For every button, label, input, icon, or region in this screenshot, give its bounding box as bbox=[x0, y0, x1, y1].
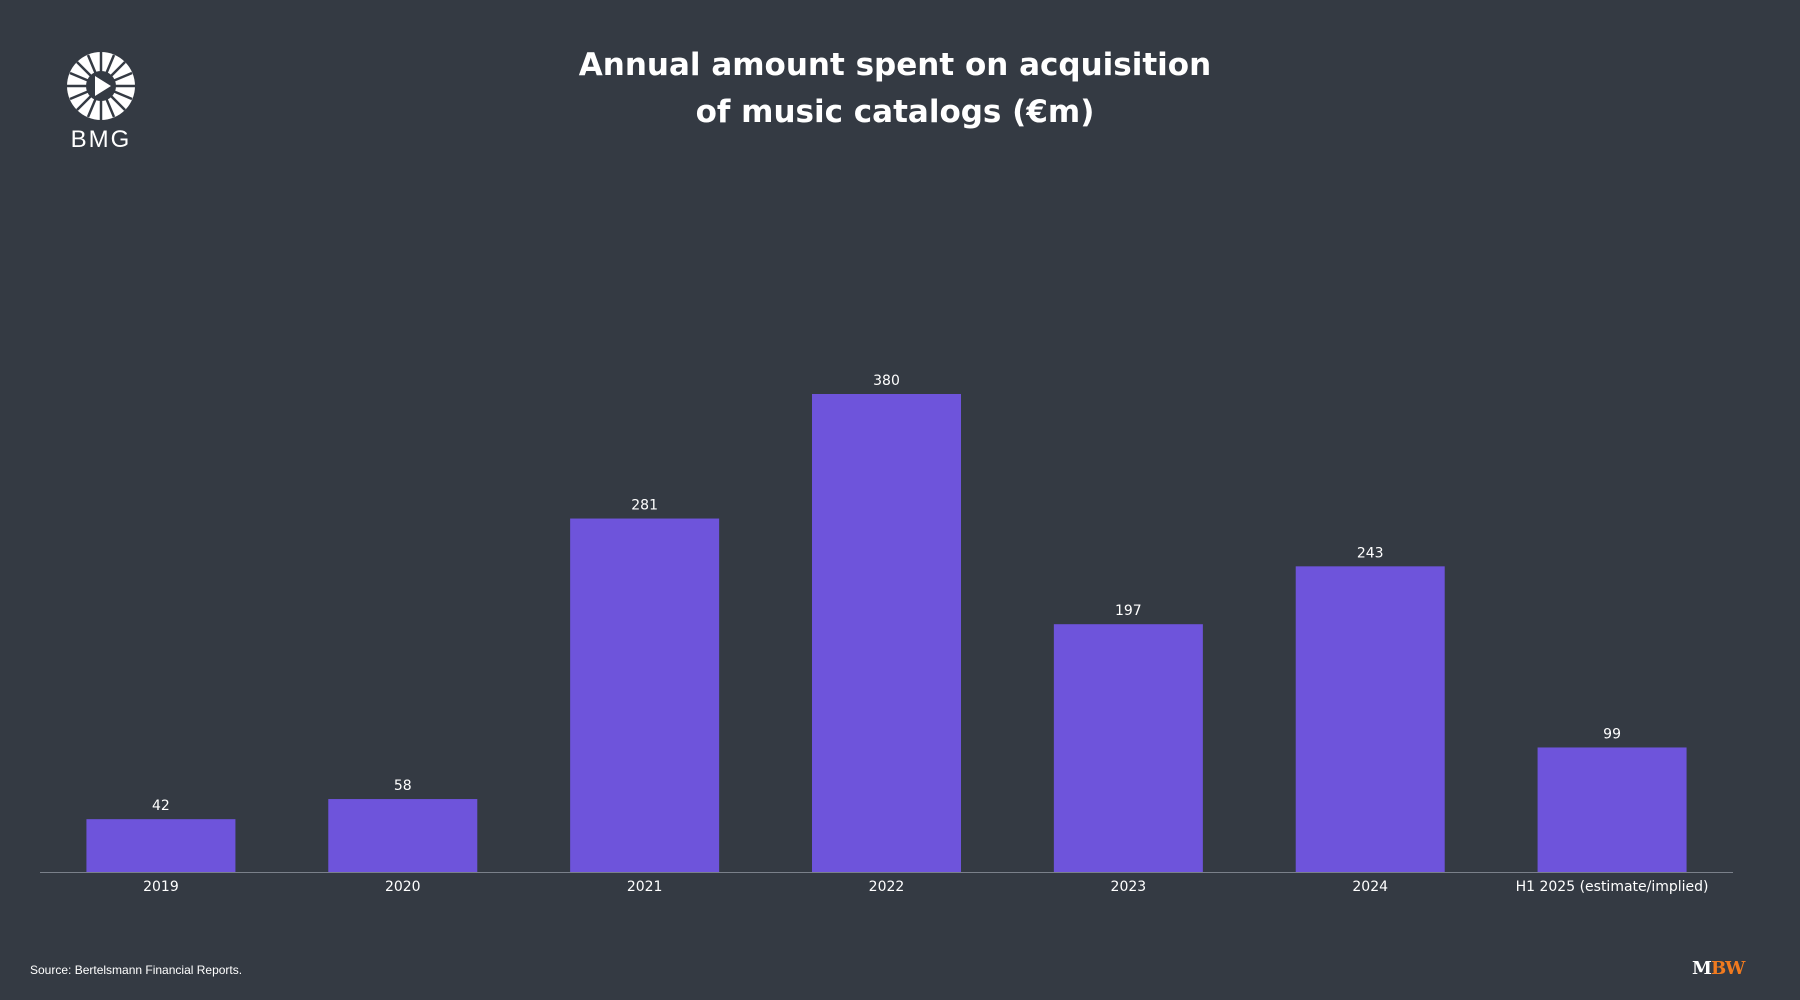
chart-title-line-1: Annual amount spent on acquisition bbox=[578, 47, 1212, 83]
chart-title: Annual amount spent on acquisition of mu… bbox=[450, 42, 1340, 136]
x-tick-label: 2024 bbox=[1352, 879, 1388, 895]
data-label: 99 bbox=[1603, 726, 1621, 742]
x-tick-label: H1 2025 (estimate/implied) bbox=[1516, 879, 1709, 895]
bar-2023 bbox=[1053, 624, 1203, 872]
bmg-logo-icon bbox=[67, 52, 135, 120]
brand-m: M bbox=[1692, 958, 1712, 979]
x-tick-label: 2022 bbox=[869, 879, 905, 895]
x-tick-label: 2023 bbox=[1111, 879, 1147, 895]
data-label: 380 bbox=[873, 373, 900, 389]
source-note: Source: Bertelsmann Financial Reports. bbox=[30, 963, 243, 977]
data-label: 243 bbox=[1357, 545, 1384, 561]
brand-bw: BW bbox=[1710, 958, 1745, 979]
bar-2024 bbox=[1295, 566, 1445, 872]
mbw-brand-logo: MBW bbox=[1692, 958, 1745, 979]
logo-wordmark: BMG bbox=[70, 126, 132, 153]
data-label: 58 bbox=[394, 778, 412, 794]
bar-2020 bbox=[328, 799, 478, 872]
data-label: 42 bbox=[152, 798, 170, 814]
chart-title-line-2: of music catalogs (€m) bbox=[695, 94, 1095, 130]
bar-2019 bbox=[86, 819, 236, 872]
x-tick-label: 2019 bbox=[143, 879, 179, 895]
data-label: 281 bbox=[631, 498, 658, 514]
bar-2021 bbox=[570, 518, 720, 872]
x-tick-label: 2021 bbox=[627, 879, 663, 895]
bar-2022 bbox=[812, 394, 961, 872]
bar-h1-2025-estimate-implied- bbox=[1537, 747, 1687, 872]
data-label: 197 bbox=[1115, 603, 1142, 619]
x-tick-label: 2020 bbox=[385, 879, 421, 895]
